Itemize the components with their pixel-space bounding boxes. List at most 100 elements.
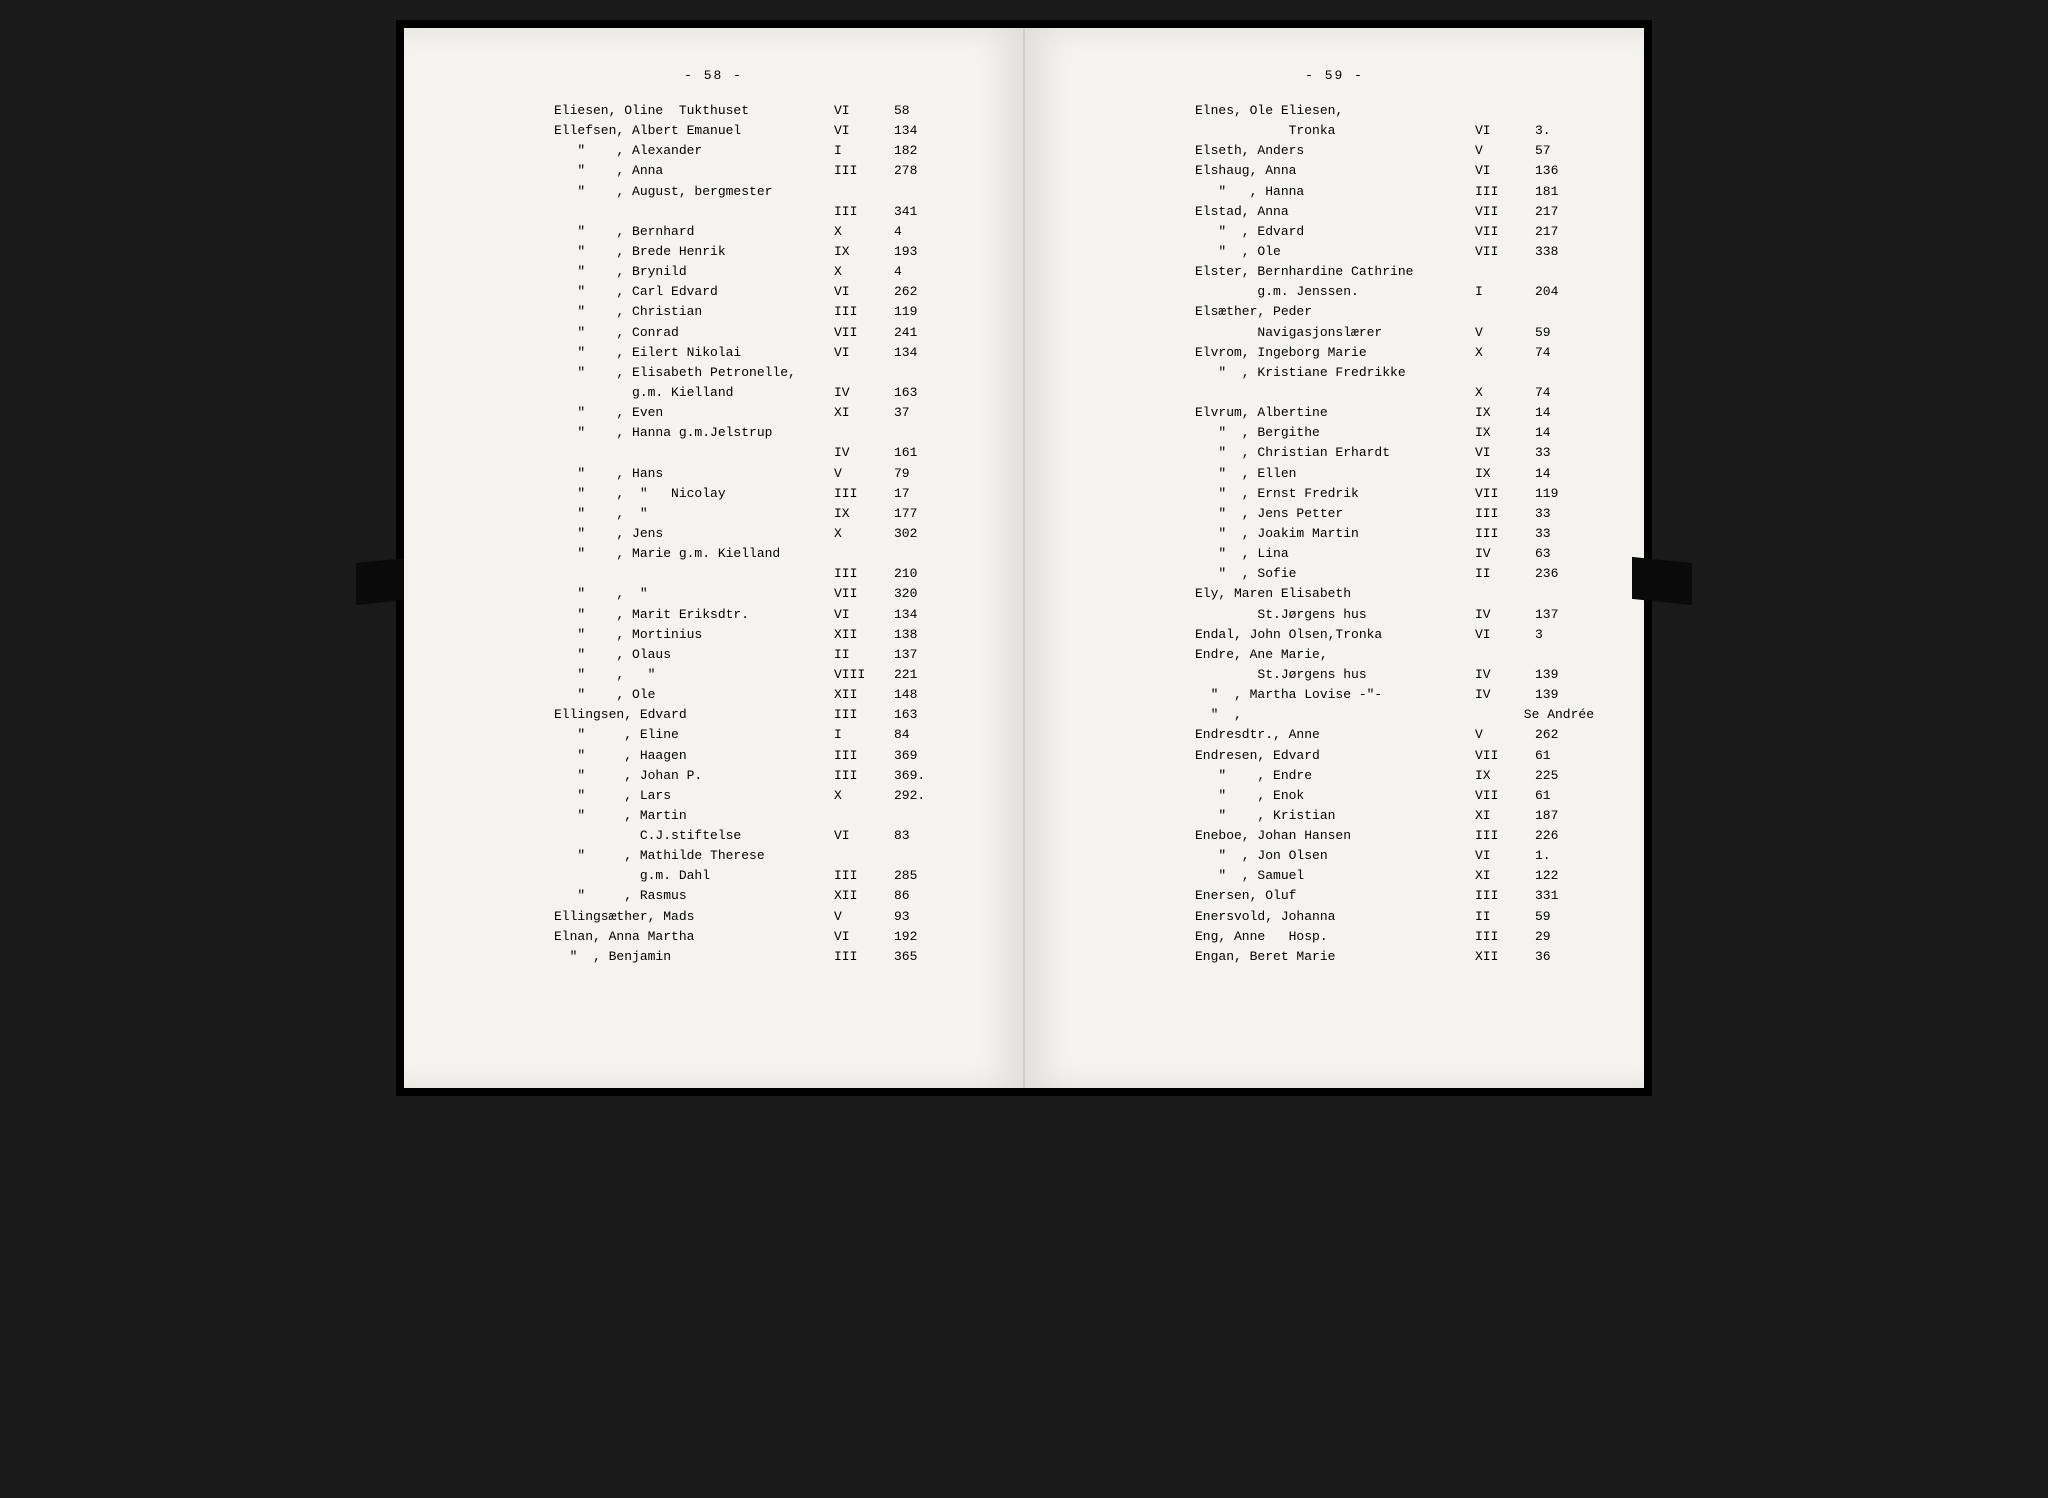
index-row: " , BenjaminIII365 [554, 947, 973, 967]
entry-page: 59 [1535, 907, 1585, 927]
entry-volume: I [834, 725, 894, 745]
entry-volume: III [834, 705, 894, 725]
entry-page: 278 [894, 161, 944, 181]
entry-page: 17 [894, 484, 944, 504]
index-row: " , Carl EdvardVI262 [554, 282, 973, 302]
entry-name: " , Mathilde Therese [554, 846, 834, 866]
entry-volume: VII [1475, 484, 1535, 504]
entry-name: " , Christian [554, 302, 834, 322]
entry-name: " , Anna [554, 161, 834, 181]
entry-page: 338 [1535, 242, 1585, 262]
entry-volume: III [1475, 886, 1535, 906]
entry-page: 61 [1535, 786, 1585, 806]
index-row: " , Jens PetterIII33 [1195, 504, 1594, 524]
entry-page: 137 [894, 645, 944, 665]
entry-page: 83 [894, 826, 944, 846]
index-row: " , AnnaIII278 [554, 161, 973, 181]
entry-page: 292. [894, 786, 944, 806]
entry-name: " , Eilert Nikolai [554, 343, 834, 363]
entry-volume: VII [1475, 786, 1535, 806]
entry-volume: V [834, 464, 894, 484]
entry-name: " , Lars [554, 786, 834, 806]
index-row: " , Ernst FredrikVII119 [1195, 484, 1594, 504]
entry-volume: III [834, 766, 894, 786]
entry-volume: VII [834, 323, 894, 343]
entry-volume: IV [834, 383, 894, 403]
index-row: Ellingsen, EdvardIII163 [554, 705, 973, 725]
entry-volume: III [834, 202, 894, 222]
entry-name: " , Marie g.m. Kielland [554, 544, 834, 564]
entry-volume: V [1475, 725, 1535, 745]
entry-volume: IX [1475, 423, 1535, 443]
entry-name: Endresen, Edvard [1195, 746, 1475, 766]
entry-volume: X [1475, 343, 1535, 363]
entry-volume: III [834, 866, 894, 886]
entry-volume: IV [1475, 665, 1535, 685]
entry-name: " , Martin [554, 806, 834, 826]
binder-clip-right [1632, 557, 1692, 605]
entry-name: " , Brede Henrik [554, 242, 834, 262]
entry-name: " , Edvard [1195, 222, 1475, 242]
entry-page: 134 [894, 121, 944, 141]
entry-volume: XII [1475, 947, 1535, 967]
index-row: Endresen, EdvardVII61 [1195, 746, 1594, 766]
entry-volume: X [834, 262, 894, 282]
index-row: Ellingsæther, MadsV93 [554, 907, 973, 927]
index-row: Elsæther, Peder [1195, 302, 1594, 322]
entry-name: " , Ellen [1195, 464, 1475, 484]
entry-name: St.Jørgens hus [1195, 665, 1475, 685]
index-row: " , KristianXI187 [1195, 806, 1594, 826]
entry-name: " , Hans [554, 464, 834, 484]
entry-name: " , Samuel [1195, 866, 1475, 886]
entry-volume: X [834, 524, 894, 544]
entry-page: 177 [894, 504, 944, 524]
index-row: " , EndreIX225 [1195, 766, 1594, 786]
entry-page: 302 [894, 524, 944, 544]
entry-volume: V [834, 907, 894, 927]
entry-volume: VI [834, 121, 894, 141]
index-row: " , Marit Eriksdtr.VI134 [554, 605, 973, 625]
entry-page: 331 [1535, 886, 1585, 906]
entry-name: " , Lina [1195, 544, 1475, 564]
entry-volume: IV [834, 443, 894, 463]
entry-page: 187 [1535, 806, 1585, 826]
entry-page: 4 [894, 222, 944, 242]
index-row: " , Jon OlsenVI1. [1195, 846, 1594, 866]
entry-name: Elvrum, Albertine [1195, 403, 1475, 423]
entry-page: 119 [894, 302, 944, 322]
index-row: g.m. DahlIII285 [554, 866, 973, 886]
index-row: " , Joakim MartinIII33 [1195, 524, 1594, 544]
entry-page: 122 [1535, 866, 1585, 886]
entry-name: Endal, John Olsen,Tronka [1195, 625, 1475, 645]
index-row: " , Eilert NikolaiVI134 [554, 343, 973, 363]
entry-name: g.m. Jenssen. [1195, 282, 1475, 302]
entry-page: 241 [894, 323, 944, 343]
entry-note: Se Andrée [1524, 705, 1594, 725]
entry-volume: VI [834, 101, 894, 121]
entry-page: 163 [894, 383, 944, 403]
entry-name: Elstad, Anna [1195, 202, 1475, 222]
entry-page: 37 [894, 403, 944, 423]
entry-volume: I [834, 141, 894, 161]
index-row: " , Elisabeth Petronelle, [554, 363, 973, 383]
index-row: " , Martin [554, 806, 973, 826]
index-row: " , HannaIII181 [1195, 182, 1594, 202]
index-row: " , "VIII221 [554, 665, 973, 685]
index-row: g.m. KiellandIV163 [554, 383, 973, 403]
entry-name: Eneboe, Johan Hansen [1195, 826, 1475, 846]
index-row: Endre, Ane Marie, [1195, 645, 1594, 665]
index-row: Ellefsen, Albert EmanuelVI134 [554, 121, 973, 141]
entry-name: " , Eline [554, 725, 834, 745]
entry-page: 285 [894, 866, 944, 886]
entry-volume: XI [1475, 866, 1535, 886]
entry-page: 341 [894, 202, 944, 222]
entry-page: 182 [894, 141, 944, 161]
entry-name: Endre, Ane Marie, [1195, 645, 1475, 665]
entry-name: Tronka [1195, 121, 1475, 141]
index-row: " , EnokVII61 [1195, 786, 1594, 806]
entry-volume: VI [1475, 161, 1535, 181]
entry-volume: VI [1475, 121, 1535, 141]
entry-name: " , Carl Edvard [554, 282, 834, 302]
entry-name: Ellingsæther, Mads [554, 907, 834, 927]
index-row: X74 [1195, 383, 1594, 403]
